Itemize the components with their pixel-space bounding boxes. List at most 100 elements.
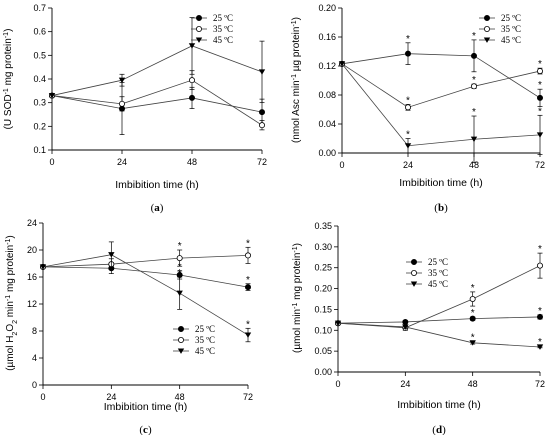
- panel-d-x-tick-label: 72: [535, 379, 545, 389]
- panel-c-significance-star: *: [178, 262, 182, 273]
- panel-d-data-point: [537, 313, 544, 320]
- panel-a-legend-label: 45 ºC: [213, 35, 233, 45]
- panel-a-x-tick-label: 24: [117, 157, 127, 167]
- panel-b-data-point: [338, 61, 346, 67]
- panel-c-legend-marker: [177, 336, 184, 343]
- panel-c-data-point: [39, 264, 47, 270]
- panel-b-data-point: [404, 104, 411, 111]
- panel-c-y-axis-label: (µmol H2O2 min-1 mg protein-1): [5, 235, 19, 371]
- panel-d-significance-star: *: [538, 337, 542, 348]
- panel-d-data-point: [334, 320, 342, 327]
- panel-d-panel-label-letter: d: [436, 424, 442, 435]
- panel-d-y-axis-label-part: mg protein: [292, 253, 303, 303]
- panel-a-y-tick-label: 0.1: [33, 145, 46, 155]
- panel-c-data-point: [108, 252, 115, 258]
- panel-d-y-axis-label: (µmol min-1 mg protein-1): [292, 243, 304, 353]
- panel-c-data-point: [176, 255, 183, 262]
- panel-c-series-line: [42, 255, 249, 268]
- panel-d-legend-label: 35 ºC: [428, 268, 448, 278]
- panel-d-y-axis-label-part: (µmol min: [292, 309, 303, 353]
- panel-d-y-tick-label: 0.05: [314, 346, 332, 356]
- panel-d-panel-label: (d): [432, 424, 446, 435]
- panel-a-y-tick-label: 0.2: [33, 121, 46, 131]
- panel-a-data-point: [188, 77, 195, 84]
- panel-c-y-axis-label-part: 2: [12, 320, 19, 324]
- panel-b-panel-label-letter: b: [438, 202, 444, 214]
- panel-b-significance-star: *: [472, 75, 476, 86]
- panel-b-series-2: * * *: [338, 59, 544, 111]
- panel-d-significance-star: *: [538, 244, 542, 255]
- panel-b-legend-marker: [483, 37, 491, 43]
- panel-c-y-tick-label: 4: [32, 353, 37, 363]
- panel-a-y-axis-label-part: -1: [3, 32, 10, 38]
- panel-c-y-tick-label: 0: [32, 380, 37, 390]
- panel-d-data-point: [402, 318, 409, 325]
- panel-c-legend-marker: [177, 325, 184, 332]
- panel-a-data-point: [48, 93, 56, 99]
- panel-b-x-tick-label: 0: [339, 160, 344, 170]
- panel-d-legend-marker: [410, 269, 417, 276]
- panel-b-series-3: * * *: [338, 61, 544, 163]
- panel-d-legend-marker: [410, 258, 417, 265]
- panel-b-significance-star: *: [538, 80, 542, 91]
- panel-b-data-point: [470, 52, 477, 59]
- panel-c-x-tick-label: 0: [40, 392, 45, 402]
- panel-b-panel-label-close: ): [444, 202, 448, 214]
- panel-b-x-tick-label: 48: [469, 160, 479, 170]
- panel-c-significance-star: *: [246, 319, 250, 330]
- panel-b-y-tick-label: 0.16: [318, 32, 336, 42]
- panel-a-chart: 0.1 0.2 0.3 0.4 0.5 0.6 0.7 0 24 48 72 Imbibition t…: [3, 3, 268, 214]
- panel-d-chart: 0.00 0.05 0.10 0.15 0.20 0.25 0.30 0.35 0 24 48 72 I…: [292, 221, 546, 435]
- panel-c-y-tick-label: 16: [27, 272, 37, 282]
- panel-b-y-tick-label: 0.00: [318, 148, 336, 158]
- panel-c-legend-marker: [177, 348, 185, 354]
- panel-b-legend-label: 35 ºC: [501, 24, 521, 34]
- panel-a-data-point: [188, 43, 196, 49]
- panel-c-y-axis-label-part: O: [5, 324, 16, 332]
- panel-b-significance-star: *: [538, 59, 542, 70]
- panel-a-panel-label-close: ): [160, 202, 164, 214]
- panel-b-x-axis-label: Imbibition time (h): [399, 177, 482, 189]
- panel-d-significance-star: *: [471, 308, 475, 319]
- panel-c-x-axis-label: Imbibition time (h): [104, 401, 187, 413]
- panel-c-y-axis-label-part: min: [5, 301, 16, 320]
- panel-b-panel-label: (b): [434, 202, 448, 214]
- panel-d-data-point: [402, 324, 409, 330]
- panel-d-y-tick-label: 0.25: [314, 263, 332, 273]
- panel-b-significance-star: *: [472, 31, 476, 42]
- panel-c-legend-label: 25 ºC: [195, 324, 215, 334]
- panel-a-legend-marker: [195, 37, 203, 43]
- panel-b-y-axis-label-part: (nmol Asc min: [291, 80, 302, 143]
- panel-a-x-tick-label: 0: [49, 157, 54, 167]
- panel-d-legend-marker: [410, 281, 418, 287]
- panel-c-series-line: [42, 254, 249, 336]
- panel-d-significance-star: *: [471, 333, 475, 344]
- panel-a-x-tick-label: 48: [187, 157, 197, 167]
- panel-c-significance-star: *: [246, 275, 250, 286]
- panel-c-y-axis-label-part: -1: [5, 295, 12, 301]
- panel-a-legend-marker: [195, 25, 202, 32]
- panel-c-y-axis-label-part: 2: [12, 332, 19, 336]
- panel-b-chart: 0.00 0.04 0.08 0.12 0.16 0.20 0 24 48 72 Imbibitio…: [291, 3, 546, 214]
- panel-a-series-line: [51, 95, 263, 113]
- panel-c-significance-star: *: [178, 241, 182, 252]
- panel-d-series-1: * *: [334, 306, 544, 327]
- panel-d-x-tick-label: 0: [335, 379, 340, 389]
- panel-b-significance-star: *: [406, 130, 410, 141]
- panel-a-y-tick-label: 0.4: [33, 74, 46, 84]
- panel-a-data-point: [118, 77, 126, 84]
- panel-a-y-axis-label-part: -1: [3, 88, 10, 94]
- panel-b-x-tick-label: 72: [535, 160, 545, 170]
- panel-c-panel-label: (c): [139, 424, 152, 435]
- panel-c-y-tick-label: 20: [27, 245, 37, 255]
- panel-c-y-axis-label-part: mg protein: [5, 245, 16, 295]
- panel-b-significance-star: *: [406, 95, 410, 106]
- panel-d-data-point: [469, 340, 476, 346]
- panel-c-legend-label: 35 ºC: [195, 335, 215, 345]
- panel-a-y-tick-label: 0.6: [33, 27, 46, 37]
- panel-d-y-tick-label: 0.30: [314, 242, 332, 252]
- panel-d-x-tick-label: 48: [468, 379, 478, 389]
